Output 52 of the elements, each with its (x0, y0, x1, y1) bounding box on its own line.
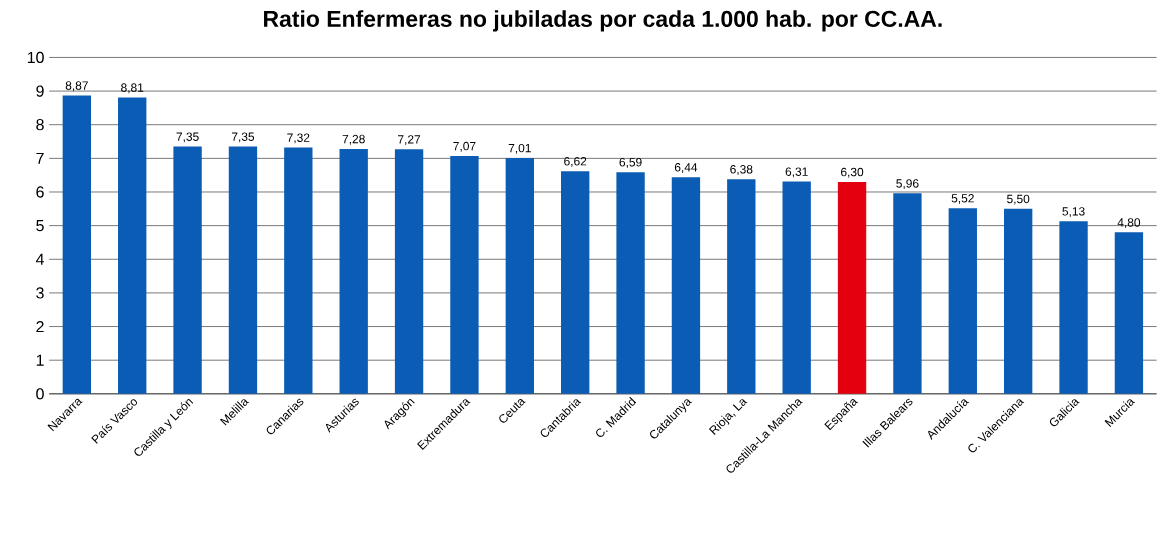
data-label: 6,30 (841, 167, 864, 178)
y-tick-label: 2 (36, 320, 44, 333)
data-label: 7,28 (342, 134, 365, 145)
data-label: 5,13 (1062, 207, 1085, 217)
y-tick-label: 4 (35, 253, 44, 265)
bar (450, 155, 479, 394)
bar (228, 146, 258, 394)
bar (394, 149, 424, 394)
bar (1114, 232, 1144, 394)
bar (173, 146, 202, 394)
data-label: 4,80 (1117, 218, 1141, 229)
y-tick-label: 0 (36, 388, 44, 400)
data-label: 8,87 (65, 81, 88, 92)
bar (671, 177, 701, 394)
data-label: 7,32 (287, 133, 310, 144)
bar (1059, 221, 1088, 394)
data-label: 5,50 (1007, 194, 1030, 205)
y-tick-label: 1 (36, 354, 44, 366)
y-tick-label: 5 (36, 220, 44, 232)
y-tick-label: 3 (36, 287, 44, 299)
bar (893, 193, 922, 394)
bar (339, 148, 368, 394)
y-tick-label: 9 (36, 85, 44, 97)
bar (727, 179, 756, 394)
data-label: 8,81 (121, 83, 144, 94)
data-label: 7,07 (453, 141, 476, 152)
data-label: 7,35 (231, 132, 255, 143)
data-label: 7,27 (398, 135, 421, 145)
bar (782, 181, 811, 394)
bar (284, 147, 313, 394)
data-label: 6,31 (785, 167, 808, 178)
y-tick-label: 7 (36, 152, 44, 164)
data-label: 5,52 (951, 193, 974, 204)
bar (616, 172, 645, 394)
y-tick-label: 10 (27, 51, 44, 64)
data-label: 7,35 (176, 132, 199, 143)
data-label: 7,01 (508, 143, 531, 154)
data-label: 6,38 (730, 165, 753, 175)
bar (1004, 208, 1033, 394)
data-label: 6,62 (564, 156, 587, 167)
data-label: 6,59 (619, 157, 642, 168)
bar (948, 208, 977, 394)
bar (561, 171, 590, 394)
data-label: 6,44 (674, 163, 698, 173)
y-tick-label: 8 (36, 119, 44, 131)
chart-title: Ratio Enfermeras no jubiladas por cada 1.000 hab. por CC.AA. (264, 10, 942, 32)
y-tick-label: 6 (36, 186, 44, 198)
bar (505, 157, 534, 394)
bar (837, 181, 867, 394)
bar (62, 95, 92, 394)
data-label: 5,96 (896, 179, 919, 190)
bar (118, 97, 147, 394)
